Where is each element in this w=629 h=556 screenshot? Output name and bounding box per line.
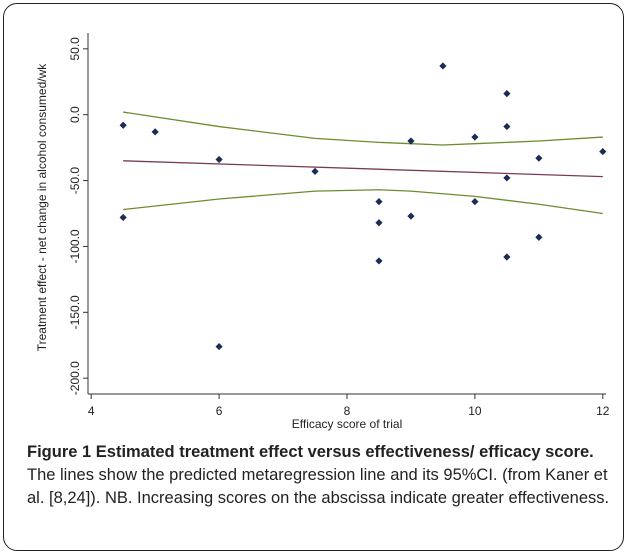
- x-tick-label: 12: [596, 404, 610, 418]
- y-tick-label: 50.0: [68, 37, 82, 61]
- data-point: [119, 121, 127, 129]
- confidence-band-line: [123, 111, 603, 146]
- regression-line: [123, 160, 603, 178]
- y-tick-label: 0.0: [68, 106, 82, 123]
- data-point: [439, 62, 447, 70]
- data-point: [471, 198, 479, 206]
- data-point: [375, 219, 383, 227]
- y-tick-label: -150.0: [68, 295, 82, 329]
- data-point: [599, 147, 607, 156]
- data-point: [151, 128, 159, 136]
- data-point: [407, 212, 415, 220]
- data-point: [535, 154, 543, 162]
- data-point: [375, 198, 383, 206]
- scatter-chart: 50.0 0.0 -50.0 -100.0 -150.0 -200.0 4 6 8 10 12 Eff…: [35, 33, 610, 431]
- data-point: [503, 90, 511, 98]
- y-axis-title: Treatment effect - net change in alcohol…: [35, 63, 49, 351]
- caption-body: The lines show the predicted metaregress…: [27, 466, 610, 507]
- data-point: [375, 257, 383, 265]
- y-tick-label: -100.0: [68, 229, 82, 263]
- data-point: [535, 233, 543, 241]
- data-point: [215, 155, 223, 164]
- figure-caption: Figure 1 Estimated treatment effect vers…: [27, 441, 612, 510]
- data-point: [215, 342, 223, 351]
- data-point: [471, 133, 479, 141]
- data-point: [311, 167, 319, 175]
- caption-title: Figure 1 Estimated treatment effect vers…: [27, 443, 594, 461]
- data-point: [407, 137, 415, 145]
- x-tick-label: 4: [88, 404, 95, 418]
- confidence-band-line: [123, 189, 603, 215]
- x-axis-title: Efficacy score of trial: [292, 417, 402, 431]
- chart-area: 50.0 0.0 -50.0 -100.0 -150.0 -200.0 4 6 8 10 12 Eff…: [26, 26, 611, 434]
- y-tick-label: -50.0: [68, 167, 82, 195]
- data-point: [119, 213, 127, 222]
- y-tick-label: -200.0: [68, 361, 82, 395]
- data-point: [503, 174, 511, 182]
- data-point: [503, 122, 511, 131]
- data-point: [503, 253, 511, 261]
- x-tick-label: 8: [344, 404, 351, 418]
- figure-frame: 50.0 0.0 -50.0 -100.0 -150.0 -200.0 4 6 8 10 12 Eff…: [3, 3, 624, 551]
- x-tick-label: 10: [468, 404, 482, 418]
- x-tick-label: 6: [216, 404, 223, 418]
